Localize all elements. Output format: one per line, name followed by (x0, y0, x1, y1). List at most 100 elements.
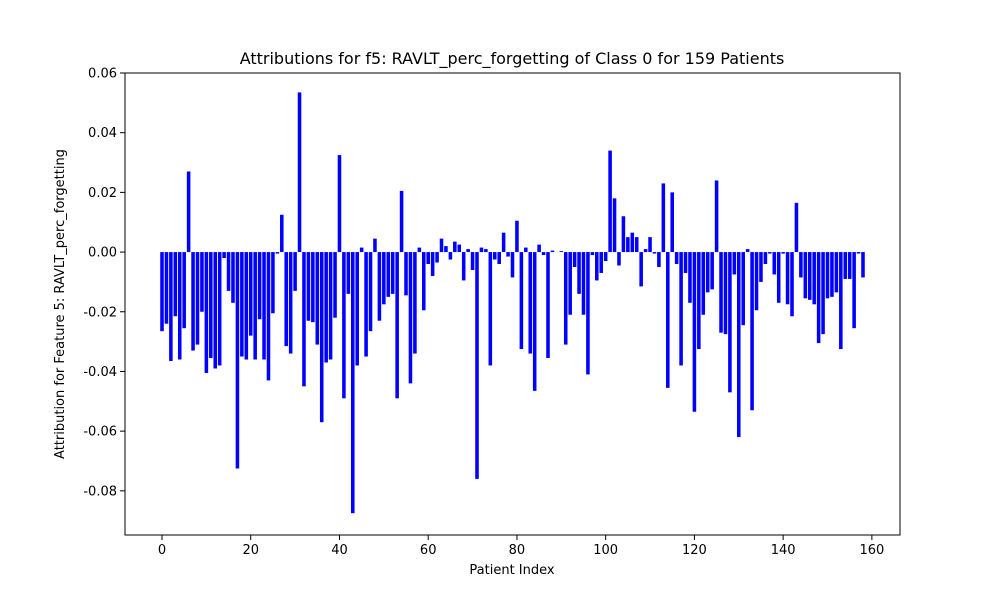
bar (337, 155, 342, 253)
x-tick-label: 80 (509, 543, 526, 558)
chart-title: Attributions for f5: RAVLT_perc_forgetti… (240, 49, 785, 69)
bar (293, 252, 297, 291)
bar (643, 249, 648, 253)
y-tick-label: -0.08 (83, 484, 117, 499)
bar (404, 252, 408, 296)
bar (768, 252, 772, 254)
bar (736, 252, 741, 438)
bar (723, 252, 728, 335)
bar (794, 202, 799, 253)
bar (603, 252, 608, 262)
bar (679, 252, 683, 366)
bar (683, 252, 688, 273)
bar (213, 252, 218, 369)
bar (182, 252, 186, 329)
bar (186, 171, 191, 253)
bar (399, 190, 404, 253)
bar (639, 252, 643, 287)
y-tick-label: 0.02 (88, 186, 117, 201)
bar (692, 252, 697, 412)
bar (528, 252, 533, 354)
bar (710, 252, 714, 290)
bar (302, 252, 306, 387)
bar (324, 252, 328, 363)
bar (231, 252, 235, 303)
bar (177, 252, 182, 360)
bar (608, 150, 612, 253)
bar (741, 252, 745, 326)
y-tick-label: -0.06 (83, 425, 117, 440)
bar (834, 252, 839, 293)
bar (271, 252, 275, 314)
bar (621, 216, 626, 253)
bar (417, 247, 422, 253)
bar (799, 252, 803, 278)
bar (328, 252, 333, 360)
bar (386, 252, 391, 297)
bar (732, 252, 737, 275)
bar (612, 198, 617, 253)
bar (315, 252, 320, 345)
bar (453, 241, 457, 253)
bar (435, 252, 439, 263)
x-tick-label: 100 (593, 543, 618, 558)
bar (856, 252, 861, 254)
bar (470, 252, 475, 270)
bar (346, 252, 351, 294)
bar (413, 252, 417, 354)
bar (266, 252, 271, 381)
bar (421, 252, 426, 311)
x-tick-label: 60 (420, 543, 437, 558)
bar (169, 252, 173, 362)
bar (852, 252, 856, 329)
bar (311, 252, 315, 323)
bar (248, 252, 253, 336)
bar (461, 252, 466, 281)
bar (209, 252, 213, 359)
bar (790, 252, 794, 317)
bar (861, 252, 865, 278)
bar (466, 249, 470, 253)
bar (408, 252, 413, 384)
bar (275, 252, 280, 254)
bar (617, 252, 621, 266)
bar (626, 237, 630, 253)
bar (200, 252, 204, 312)
bar (284, 252, 289, 347)
bar (506, 252, 510, 257)
bar (541, 252, 546, 256)
bar (807, 252, 812, 300)
bar (546, 252, 550, 359)
bar (661, 183, 666, 253)
bar (759, 252, 763, 282)
bar (595, 252, 599, 281)
y-axis-label: Attribution for Feature 5: RAVLT_perc_fo… (53, 149, 68, 459)
bar (688, 252, 692, 303)
bar (648, 237, 652, 253)
bar (532, 252, 537, 391)
bar (497, 252, 501, 265)
y-tick-label: 0.00 (88, 246, 117, 261)
x-tick-label: 40 (331, 543, 348, 558)
x-tick-label: 140 (771, 543, 796, 558)
bar (355, 252, 359, 366)
bar (204, 252, 209, 373)
bar (484, 249, 488, 253)
bar (257, 252, 262, 320)
bar (235, 252, 240, 469)
bar (160, 252, 164, 332)
bar (781, 252, 785, 254)
bar (714, 180, 719, 253)
bar (599, 252, 604, 273)
bar (501, 232, 506, 253)
bar (537, 244, 541, 253)
bar (448, 252, 453, 260)
bar (479, 247, 484, 253)
y-tick-label: -0.02 (83, 305, 117, 320)
x-tick-label: 0 (158, 543, 166, 558)
bar (288, 252, 293, 354)
bar (510, 252, 515, 278)
bar (701, 252, 706, 315)
y-tick-label: 0.04 (88, 126, 117, 141)
